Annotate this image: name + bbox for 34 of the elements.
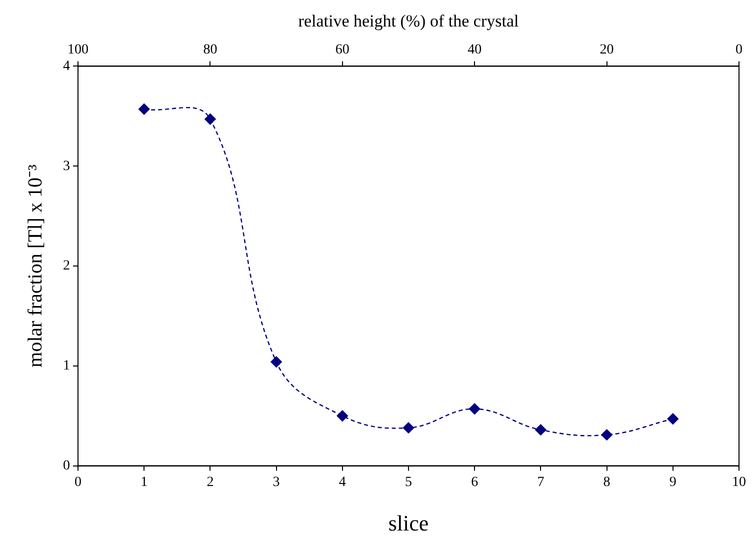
- x-tick-label: 3: [272, 474, 280, 490]
- x-tick-label: 9: [669, 474, 676, 490]
- y-tick-label: 0: [63, 458, 70, 474]
- x2-axis-title: relative height (%) of the crystal: [298, 12, 519, 31]
- y-tick-label: 4: [63, 58, 70, 74]
- x2-tick-label: 100: [68, 42, 88, 58]
- x2-tick-label: 80: [203, 42, 218, 58]
- x2-tick-label: 40: [468, 42, 482, 58]
- x-tick-label: 7: [537, 474, 544, 490]
- x2-tick-label: 20: [600, 42, 614, 58]
- point: [270, 356, 282, 368]
- point: [402, 422, 414, 434]
- x2-tick-label: 60: [335, 42, 350, 58]
- point: [667, 413, 678, 424]
- x-tick-label: 10: [732, 474, 746, 490]
- x-tick-label: 0: [74, 474, 82, 490]
- x-tick-label: 4: [338, 474, 346, 490]
- point: [601, 429, 612, 440]
- x-tick-label: 8: [603, 474, 610, 490]
- point: [336, 410, 348, 422]
- point: [469, 403, 480, 414]
- x-axis-title: slice: [388, 510, 429, 536]
- y-tick-label: 2: [63, 258, 70, 274]
- x-tick-label: 2: [206, 474, 214, 490]
- x-tick-label: 5: [405, 474, 412, 490]
- point: [138, 104, 150, 115]
- x-tick-label: 6: [471, 474, 478, 490]
- point: [204, 114, 216, 125]
- x2-tick-label: 0: [736, 42, 742, 58]
- y-tick-label: 1: [63, 358, 70, 374]
- x-tick-label: 1: [140, 474, 148, 490]
- y-tick-label: 3: [63, 158, 70, 174]
- y-axis-title: molar fraction [Tl] x 10⁻³: [24, 164, 46, 368]
- point: [535, 424, 546, 436]
